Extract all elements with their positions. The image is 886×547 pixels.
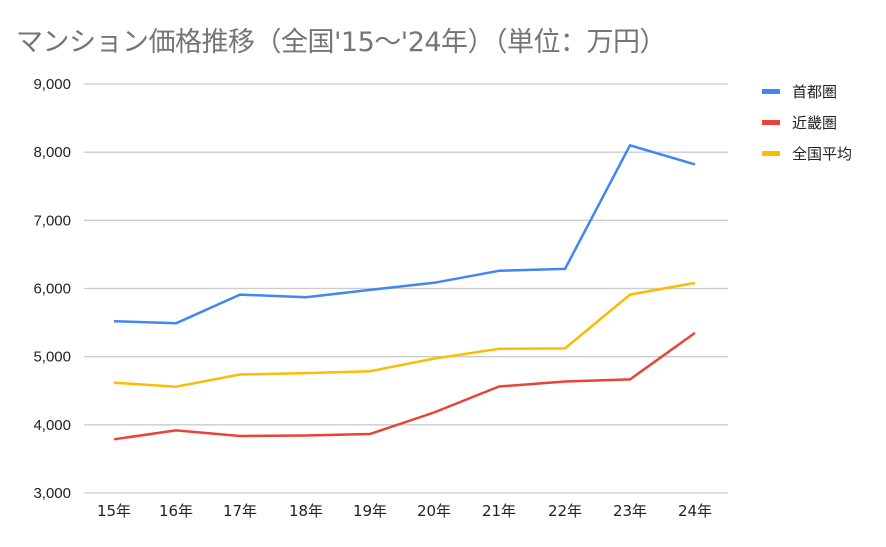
y-tick-label: 3,000: [33, 485, 71, 502]
x-tick-label: 17年: [223, 502, 257, 520]
x-tick-label: 24年: [678, 502, 712, 520]
x-tick-label: 15年: [97, 502, 131, 520]
legend: 首都圏 近畿圏 全国平均: [762, 76, 852, 169]
x-tick-label: 21年: [482, 502, 516, 520]
series-line[interactable]: [113, 281, 696, 388]
legend-item-kinki[interactable]: 近畿圏: [762, 107, 852, 138]
x-axis-ticks: 15年 16年 17年 18年 19年 20年 21年 22年 23年 24年: [97, 502, 712, 520]
chart-title: マンション価格推移（全国'15〜'24年）（単位：万円）: [16, 27, 667, 58]
legend-label: 近畿圏: [792, 114, 838, 132]
x-tick-label: 18年: [289, 502, 323, 520]
y-tick-label: 7,000: [33, 212, 71, 229]
legend-swatch-blue: [762, 89, 780, 94]
legend-label: 全国平均: [792, 145, 853, 163]
y-tick-label: 5,000: [33, 349, 71, 366]
x-tick-label: 16年: [159, 502, 193, 520]
legend-swatch-red: [762, 120, 780, 125]
legend-label: 首都圏: [792, 83, 838, 101]
x-tick-label: 23年: [613, 502, 647, 520]
legend-swatch-yellow: [762, 151, 780, 156]
legend-item-national-average[interactable]: 全国平均: [762, 138, 852, 169]
x-tick-label: 19年: [353, 502, 387, 520]
y-axis-ticks: 3,000 4,000 5,000 6,000 7,000 8,000 9,000: [33, 76, 71, 502]
y-tick-label: 6,000: [33, 281, 71, 298]
series-line[interactable]: [113, 331, 696, 441]
series-line[interactable]: [113, 144, 696, 325]
x-tick-label: 22年: [548, 502, 582, 520]
series-lines: [113, 144, 696, 441]
x-tick-label: 20年: [417, 502, 451, 520]
legend-item-shutoken[interactable]: 首都圏: [762, 76, 852, 107]
y-tick-label: 9,000: [33, 76, 71, 93]
y-tick-label: 8,000: [33, 144, 71, 161]
gridlines: [84, 83, 728, 494]
y-tick-label: 4,000: [33, 417, 71, 434]
